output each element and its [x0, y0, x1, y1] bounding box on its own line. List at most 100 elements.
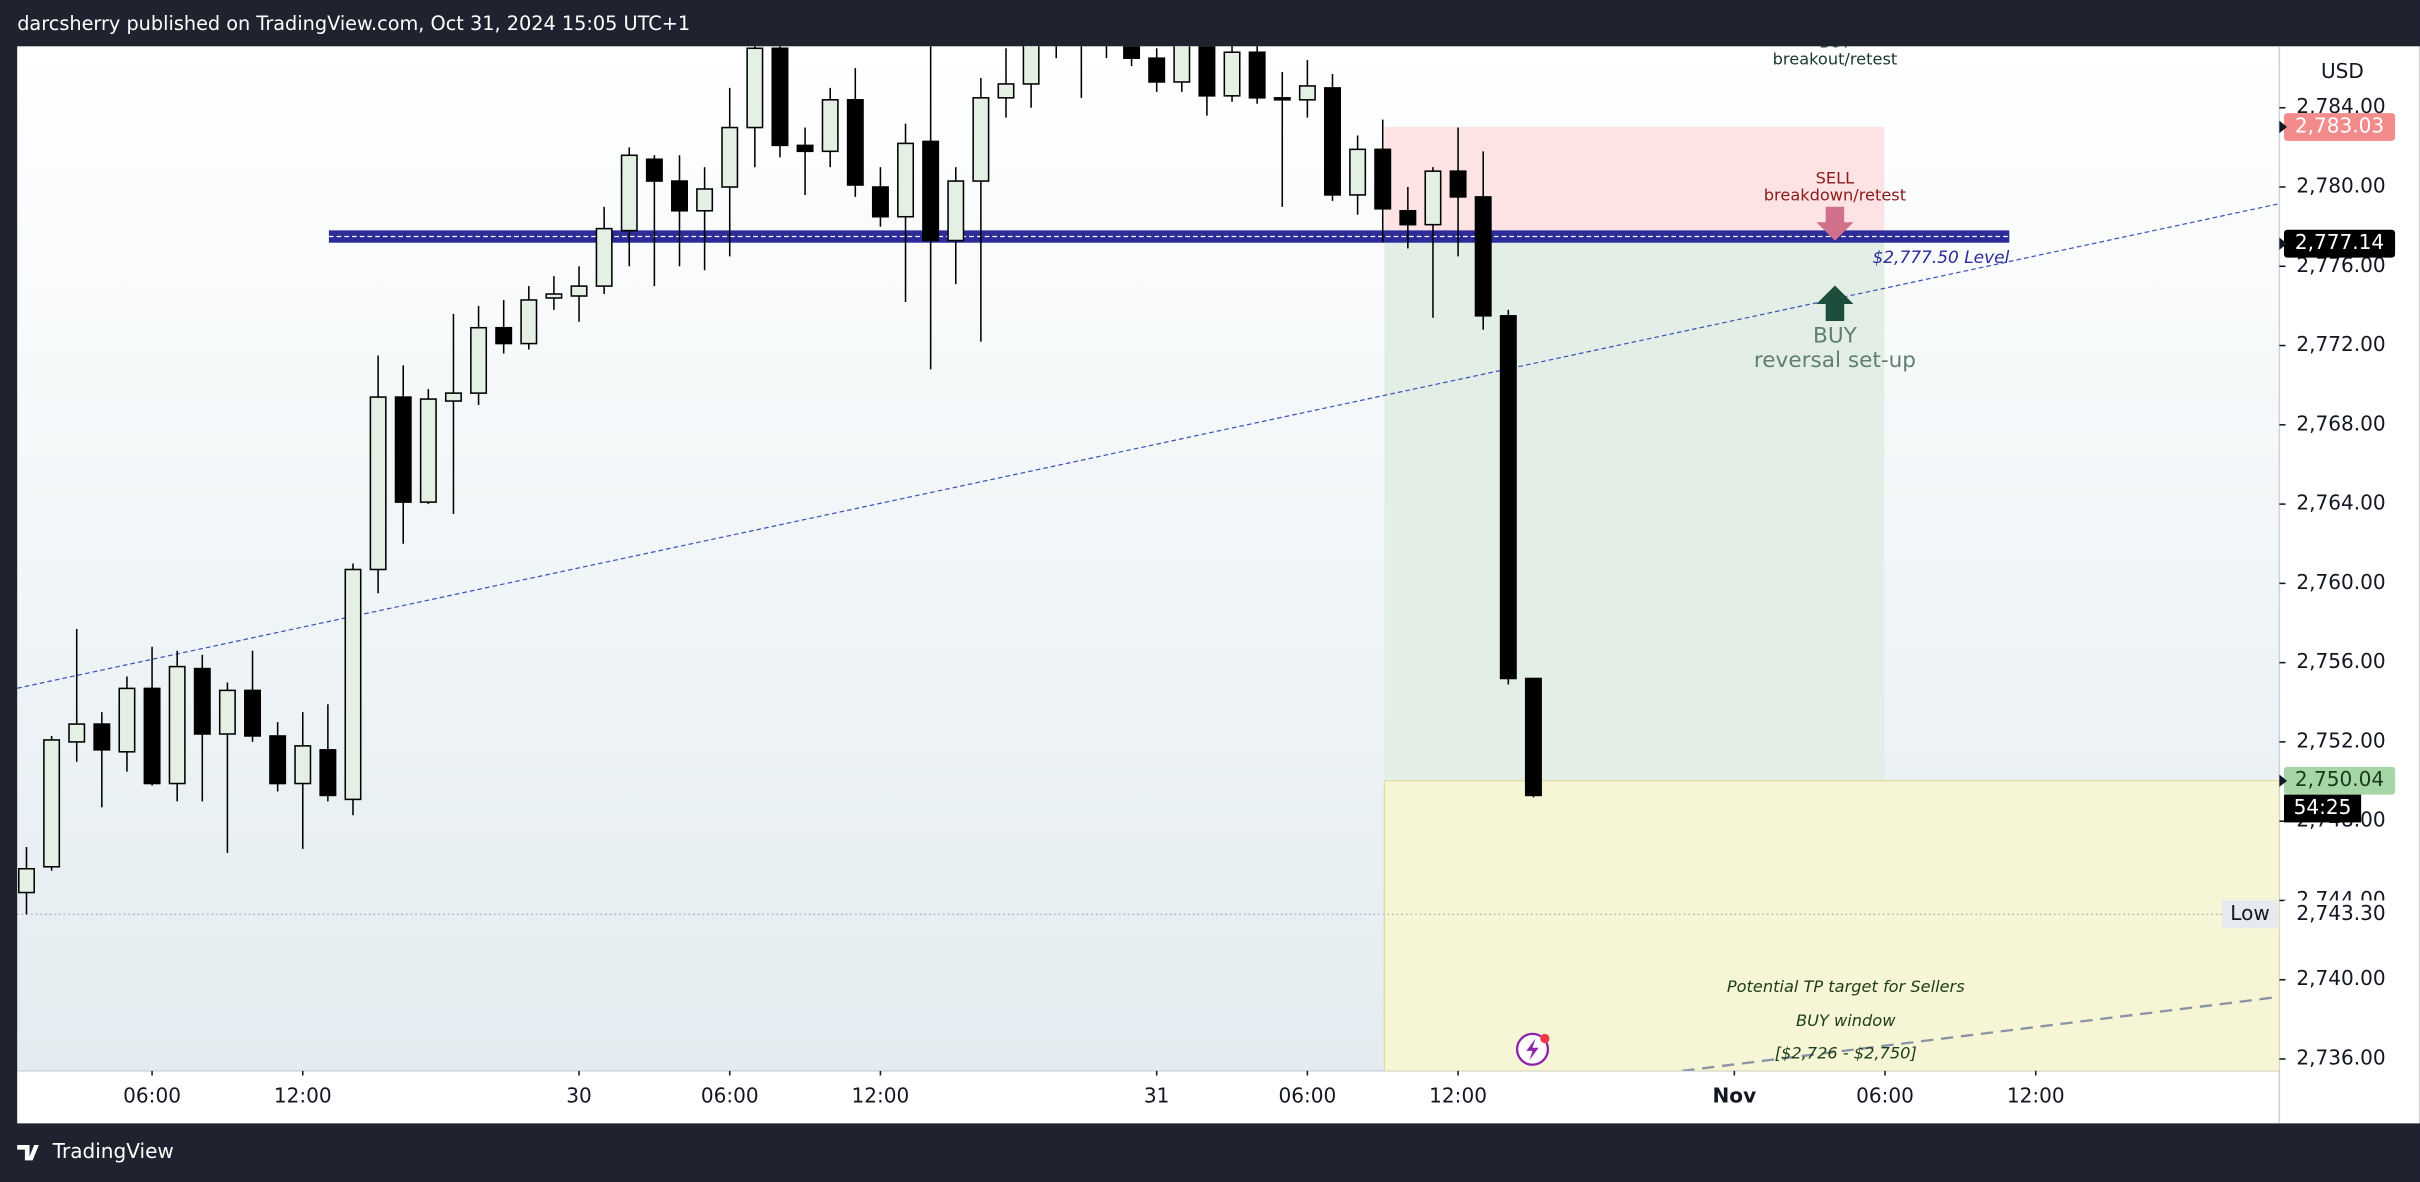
candle-body: [68, 723, 86, 743]
candle-body: [821, 99, 839, 153]
level-band: [328, 230, 2010, 243]
x-tick-label: 30: [566, 1084, 592, 1108]
price-marker: [2279, 120, 2288, 134]
candle-body: [595, 227, 613, 287]
candle-body: [1424, 170, 1442, 226]
price-badge: [2283, 113, 2396, 141]
candle-body: [18, 867, 35, 894]
candle-body: [1148, 57, 1166, 83]
annotation: BUY: [1819, 34, 1851, 52]
x-tick-label: 06:00: [701, 1084, 759, 1108]
header-text: darcsherry published on TradingView.com,…: [17, 12, 690, 35]
annotation: BUY window: [1796, 1011, 1896, 1030]
low-tag-label: Low: [2230, 901, 2269, 925]
price-badge-label: 2,783.03: [2295, 113, 2384, 137]
candle-body: [1399, 210, 1417, 226]
candle-body: [1449, 170, 1467, 198]
price-badge: [2283, 229, 2396, 258]
candle-body: [269, 735, 287, 785]
candle-body: [997, 83, 1015, 99]
candle-body: [696, 188, 714, 212]
candle-body: [620, 154, 638, 232]
candle-body: [319, 749, 337, 797]
candle-body: [419, 398, 437, 503]
x-tick-label: 06:00: [1856, 1084, 1914, 1108]
candle-body: [1273, 97, 1291, 101]
time-axis: [17, 1070, 2280, 1124]
candle-body: [796, 144, 814, 153]
event-dot: [1540, 1033, 1550, 1044]
annotation: breakdown/retest: [1764, 185, 1906, 204]
candle-body: [394, 396, 412, 503]
x-tick-label: 06:00: [123, 1084, 181, 1108]
currency: USD: [2321, 59, 2364, 83]
y-tick-label: 2,740.00: [2296, 966, 2385, 990]
level-label: $2,777.50 Level: [1872, 248, 2009, 268]
candle-body: [520, 299, 538, 345]
x-tick-label: 12:00: [2007, 1084, 2065, 1108]
candle-body: [294, 745, 312, 785]
candle-body: [545, 293, 563, 299]
candle-body: [444, 392, 462, 402]
candle-body: [1524, 677, 1542, 797]
candle-body: [897, 142, 915, 218]
y-tick-label: 2,764.00: [2296, 491, 2385, 515]
candle-body: [645, 158, 663, 182]
candle-body: [746, 47, 764, 129]
candle-body: [1198, 46, 1216, 97]
annotation: breakout/retest: [1773, 50, 1898, 69]
candle-body: [1474, 196, 1492, 317]
annotation: Potential TP target for Sellers: [1727, 977, 1965, 996]
candle-body: [1349, 148, 1367, 196]
candle-body: [1499, 315, 1517, 680]
annotation: BUY: [1813, 323, 1858, 348]
annotation: [$2,726 - $2,750]: [1775, 1043, 1917, 1062]
arrow-up: [1816, 285, 1854, 321]
candle-body: [168, 665, 186, 785]
candle-body: [922, 140, 940, 242]
annotation: SELL: [1816, 168, 1855, 187]
x-tick-label: 31: [1144, 1084, 1170, 1108]
countdown: 54:25: [2294, 795, 2352, 819]
price-marker: [2279, 237, 2288, 250]
x-tick-label: 12:00: [274, 1084, 332, 1108]
y-tick-label: 2,752.00: [2296, 728, 2385, 752]
candle-body: [771, 47, 789, 147]
candle-body: [1173, 46, 1191, 83]
y-tick-label: 2,736.00: [2296, 1046, 2385, 1070]
brand-logo: [17, 1144, 39, 1161]
y-tick-label: 2,780.00: [2296, 174, 2385, 198]
candle-body: [344, 568, 362, 801]
candle-body: [947, 180, 965, 242]
price-badge-label: 2,777.14: [2295, 230, 2384, 254]
candle-body: [871, 186, 889, 218]
candle-body: [846, 99, 864, 186]
candle-body: [93, 723, 111, 751]
x-tick-label: 06:00: [1278, 1084, 1336, 1108]
y-tick-label: 2,772.00: [2296, 332, 2385, 356]
candle-body: [671, 180, 688, 212]
low-price-bg: [2283, 900, 2396, 929]
y-tick-label: 2,756.00: [2296, 649, 2385, 673]
low-price: 2,743.30: [2296, 901, 2385, 925]
zone: [1384, 236, 1885, 781]
candle-body: [369, 396, 387, 571]
x-tick-label: Nov: [1713, 1084, 1757, 1108]
plot: $2,777.50 LevelBUYbreakout/retestSELLbre…: [17, 34, 2280, 1071]
candle-body: [972, 97, 990, 182]
candle-body: [1374, 148, 1392, 210]
price-marker: [2279, 774, 2288, 787]
candle-body: [570, 285, 588, 297]
candle-body: [470, 326, 488, 394]
low-tag: [2222, 900, 2278, 929]
x-tick-label: 12:00: [852, 1084, 910, 1108]
candle-body: [721, 126, 739, 188]
axes: 2,736.002,740.002,744.002,748.002,752.00…: [123, 94, 2396, 1108]
countdown-badge: [2283, 794, 2362, 823]
candle-body: [43, 739, 61, 868]
price-badge-label: 2,750.04: [2295, 767, 2384, 791]
candle-body: [1223, 51, 1241, 97]
candle-body: [193, 667, 211, 735]
y-tick-label: 2,768.00: [2296, 411, 2385, 435]
